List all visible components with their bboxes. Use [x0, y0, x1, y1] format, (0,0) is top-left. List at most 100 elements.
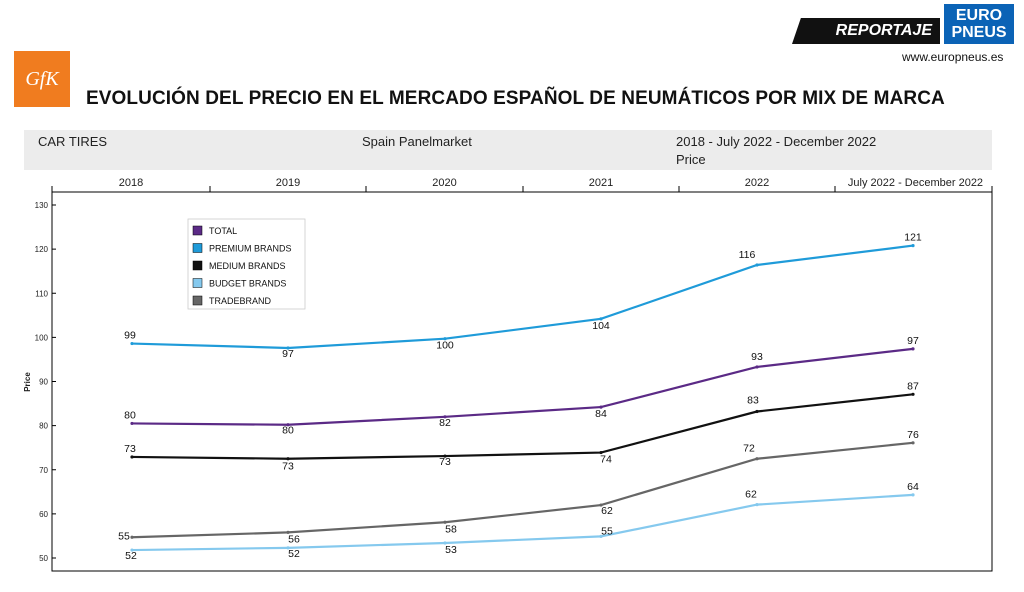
series-line-tradebrand — [131, 441, 914, 539]
data-label: 73 — [439, 456, 451, 468]
data-point — [599, 503, 603, 507]
data-label: 62 — [745, 489, 757, 501]
data-label: 80 — [282, 425, 294, 437]
data-point — [443, 415, 447, 419]
legend-label: MEDIUM BRANDS — [209, 261, 286, 271]
brand-line-1: EURO — [955, 7, 1003, 24]
y-tick-label: 110 — [35, 289, 48, 298]
data-label: 64 — [907, 481, 919, 493]
data-point — [286, 530, 290, 535]
data-point — [911, 493, 915, 497]
legend-swatch — [192, 225, 203, 236]
gfk-logo: GfK — [14, 51, 70, 107]
y-tick-label: 130 — [35, 201, 49, 210]
legend-label: TRADEBRAND — [209, 296, 272, 306]
data-point — [130, 548, 134, 552]
data-label: 84 — [595, 408, 607, 420]
category-label: 2021 — [589, 177, 613, 189]
y-tick-label: 100 — [35, 333, 49, 342]
data-label: 83 — [747, 395, 759, 407]
data-point — [911, 243, 915, 248]
category-label: 2018 — [119, 177, 143, 189]
data-label: 74 — [600, 454, 612, 466]
data-label: 116 — [739, 249, 756, 261]
page-title: EVOLUCIÓN DEL PRECIO EN EL MERCADO ESPAÑ… — [86, 88, 945, 109]
data-label: 104 — [592, 320, 610, 332]
europneus-logo: EURO PNEUS — [944, 4, 1014, 44]
y-axis-label: Price — [23, 372, 32, 392]
data-point — [130, 421, 134, 426]
category-label: 2020 — [432, 177, 456, 189]
data-point — [755, 263, 759, 267]
data-point — [286, 546, 290, 550]
data-point — [130, 535, 134, 539]
legend-label: BUDGET BRANDS — [209, 279, 286, 289]
segment-label: CAR TIRES — [38, 134, 108, 149]
series-line-budget-brands — [131, 493, 914, 552]
data-point — [286, 346, 290, 350]
data-point — [443, 541, 447, 545]
data-label: 97 — [907, 335, 919, 347]
data-label: 72 — [743, 443, 755, 455]
legend-swatch — [192, 243, 203, 253]
data-point — [599, 405, 603, 409]
data-label: 73 — [282, 461, 294, 473]
period-label: 2018 - July 2022 - December 2022 — [676, 134, 877, 149]
y-tick-label: 70 — [39, 466, 48, 475]
info-band — [24, 130, 992, 170]
legend-label: PREMIUM BRANDS — [209, 244, 292, 254]
legend-label: TOTAL — [209, 226, 237, 236]
data-point — [599, 317, 603, 321]
category-label: July 2022 - December 2022 — [848, 177, 983, 189]
reportaje-badge: REPORTAJE — [792, 18, 940, 44]
data-label: 80 — [124, 409, 136, 421]
y-tick-label: 60 — [39, 510, 48, 519]
data-label: 121 — [904, 232, 922, 244]
series-line-medium-brands — [131, 393, 914, 460]
data-point — [443, 337, 447, 341]
data-label: 56 — [288, 533, 300, 545]
data-label: 97 — [282, 348, 294, 360]
data-label: 52 — [288, 548, 300, 560]
data-label: 100 — [436, 340, 454, 352]
data-point — [911, 347, 915, 351]
legend-swatch — [192, 260, 203, 271]
y-tick-label: 80 — [39, 422, 48, 431]
data-point — [755, 409, 759, 414]
data-point — [443, 454, 447, 458]
data-point — [286, 423, 290, 427]
gfk-logo-text: GfK — [25, 67, 59, 90]
data-label: 93 — [751, 351, 763, 363]
data-label: 87 — [907, 380, 919, 392]
category-label: 2019 — [276, 177, 300, 189]
data-point — [755, 457, 759, 461]
brand-line-2: PNEUS — [951, 24, 1007, 41]
website-link[interactable]: www.europneus.es — [902, 50, 1004, 64]
legend-box — [187, 218, 306, 310]
data-point — [911, 392, 915, 396]
data-point — [286, 457, 290, 461]
data-label: 99 — [124, 330, 136, 342]
series-line-premium-brands — [131, 244, 914, 350]
data-point — [911, 441, 915, 445]
panel-label: Spain Panelmarket — [362, 134, 472, 149]
data-label: 55 — [118, 530, 130, 542]
data-label: 58 — [445, 523, 457, 535]
data-point — [130, 455, 134, 459]
data-label: 55 — [601, 525, 613, 537]
measure-label: Price — [676, 152, 706, 167]
data-point — [130, 341, 134, 346]
y-tick-label: 50 — [39, 554, 48, 563]
data-point — [755, 365, 759, 369]
legend-swatch — [192, 278, 203, 288]
data-label: 76 — [907, 429, 919, 441]
data-label: 73 — [124, 443, 136, 455]
data-point — [599, 534, 603, 538]
data-point — [599, 450, 603, 455]
series-line-total — [131, 347, 914, 426]
y-tick-label: 120 — [35, 245, 49, 254]
data-label: 53 — [445, 544, 457, 556]
legend-swatch — [192, 295, 203, 306]
category-label: 2022 — [745, 177, 769, 189]
